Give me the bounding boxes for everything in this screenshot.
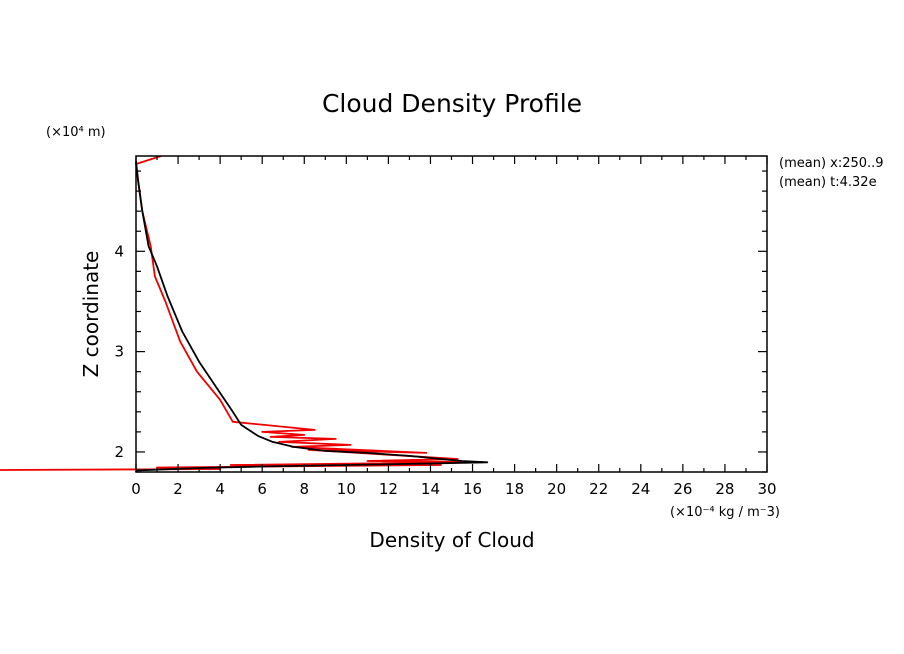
y-tick-label: 3 xyxy=(114,343,124,361)
x-tick-label: 12 xyxy=(379,480,398,498)
plot-frame xyxy=(135,155,768,473)
series-layer xyxy=(0,156,489,472)
y-tick-label: 4 xyxy=(114,242,124,260)
series-line-black xyxy=(135,160,489,472)
x-tick-label: 2 xyxy=(173,480,183,498)
x-tick-label: 10 xyxy=(337,480,356,498)
y-scale-note: (×10⁴ m) xyxy=(46,125,106,140)
chart-title: Cloud Density Profile xyxy=(322,89,582,118)
x-tick-label: 14 xyxy=(421,480,440,498)
x-tick-label: 20 xyxy=(547,480,566,498)
annotation-mean-t: (mean) t:4.32e xyxy=(779,175,877,190)
x-axis-label: Density of Cloud xyxy=(369,528,534,552)
y-tick-label: 2 xyxy=(114,443,124,461)
series-line-red xyxy=(0,156,485,471)
x-tick-label: 24 xyxy=(631,480,650,498)
x-scale-note: (×10⁻⁴ kg / m⁻3) xyxy=(670,505,780,520)
y-axis-label: Z coordinate xyxy=(79,251,103,378)
x-tick-label: 28 xyxy=(715,480,734,498)
x-tick-label: 8 xyxy=(299,480,309,498)
x-tick-label: 30 xyxy=(757,480,776,498)
x-tick-label: 4 xyxy=(215,480,225,498)
annotation-mean-x: (mean) x:250..9 xyxy=(779,156,884,171)
x-tick-label: 16 xyxy=(463,480,482,498)
x-tick-label: 18 xyxy=(505,480,524,498)
x-tick-label: 6 xyxy=(257,480,267,498)
x-tick-label: 26 xyxy=(673,480,692,498)
x-tick-label: 0 xyxy=(131,480,141,498)
x-tick-label: 22 xyxy=(589,480,608,498)
